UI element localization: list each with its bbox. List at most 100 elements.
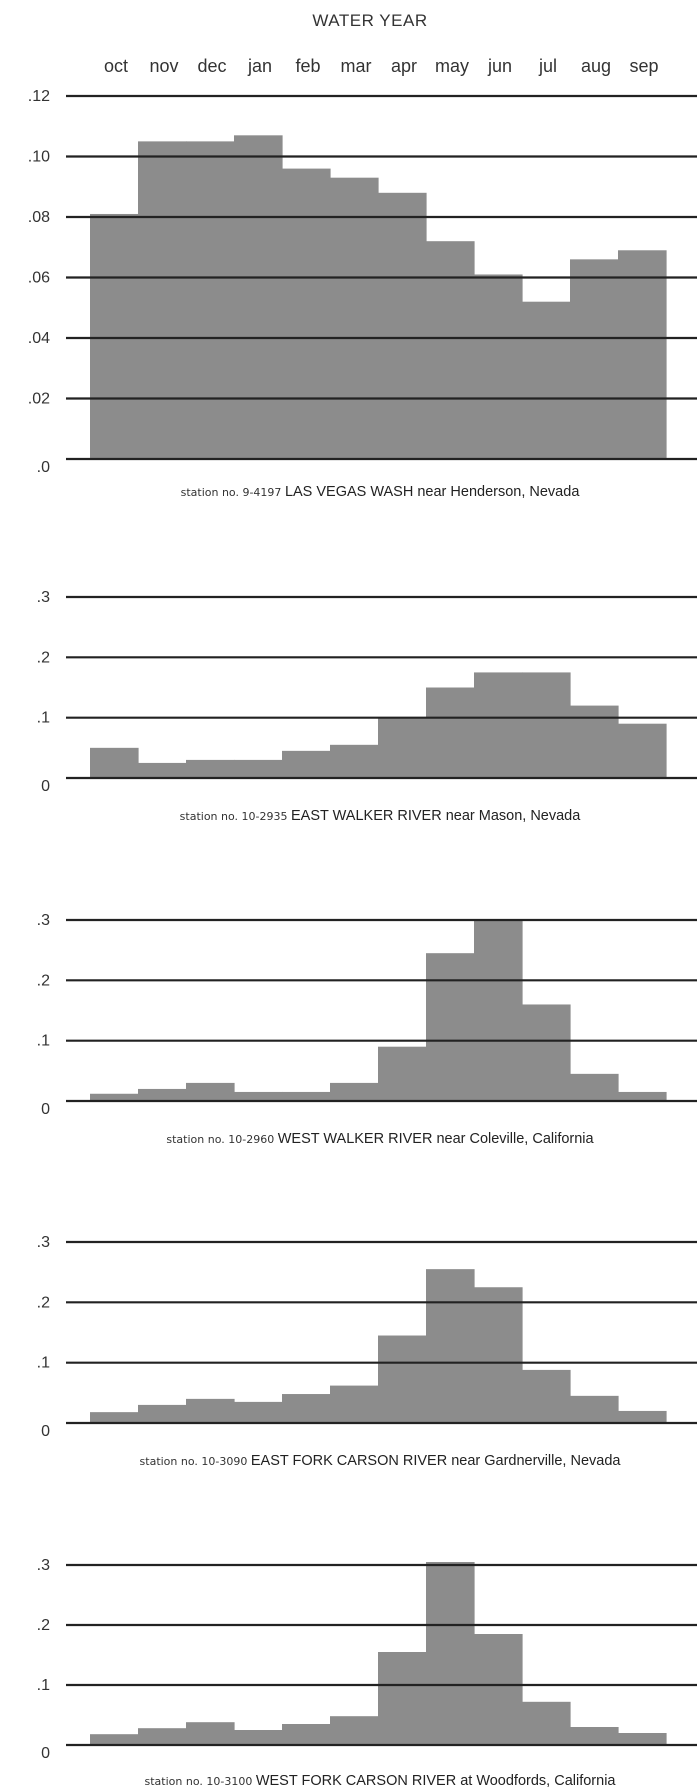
bar-jun (474, 672, 523, 778)
bar-apr (378, 1335, 427, 1423)
bar-oct (90, 1412, 139, 1423)
panel-4: 0 .1 .2 .3 station no. 10-3090 EAST FORK CAR… (37, 1234, 697, 1469)
bar-sep (618, 1410, 667, 1423)
station-name: EAST FORK CARSON RIVER near Gardnerville… (251, 1453, 622, 1469)
y-tick-label: .1 (37, 1677, 50, 1694)
station-caption: station no. 10-3100 WEST FORK CARSON RIV… (145, 1773, 617, 1789)
bar-jan (234, 759, 283, 778)
bar-dec (186, 1082, 235, 1101)
panel-3: 0 .1 .2 .3 station no. 10-2960 WEST WALKER R… (37, 912, 697, 1147)
caption-prefix: station no. (180, 810, 242, 823)
bar-jul (522, 672, 571, 778)
y-tick-labels: 0 .1 .2 .3 (37, 1557, 50, 1762)
month-label-jun: jun (487, 56, 512, 76)
y-tick-label: .3 (37, 912, 50, 929)
station-number: 10-3090 (201, 1455, 250, 1468)
station-caption: station no. 10-2935 EAST WALKER RIVER ne… (180, 808, 582, 824)
bar-jul (522, 1004, 571, 1101)
y-tick-label: .04 (28, 330, 50, 347)
month-label-oct: oct (104, 56, 128, 76)
chart-title: WATER YEAR (312, 11, 427, 30)
bar-apr (378, 1046, 427, 1101)
bar-oct (90, 1734, 139, 1745)
station-name: WEST WALKER RIVER near Coleville, Califo… (278, 1131, 595, 1147)
bars (90, 1269, 667, 1423)
y-tick-label: .3 (37, 589, 50, 606)
y-tick-labels: 0 .1 .2 .3 (37, 912, 50, 1118)
bar-apr (378, 717, 427, 778)
bars (90, 135, 667, 460)
bar-feb (282, 1724, 331, 1745)
y-tick-label: .3 (37, 1234, 50, 1251)
y-tick-labels: 0 .1 .2 .3 (37, 589, 50, 795)
bar-jun (474, 1634, 523, 1745)
bar-aug (570, 1073, 619, 1101)
bar-oct (90, 213, 139, 459)
station-number: 10-3100 (206, 1775, 255, 1788)
bar-dec (186, 1722, 235, 1745)
y-tick-label: .2 (37, 1294, 50, 1311)
bars (90, 672, 667, 778)
bar-jan (234, 1401, 283, 1423)
y-tick-labels: .0 .02 .04 .06 .08 .10 .12 (28, 88, 50, 476)
month-label-aug: aug (581, 56, 611, 76)
gridlines (66, 94, 697, 461)
bar-mar (330, 744, 379, 778)
y-tick-label: .2 (37, 1617, 50, 1634)
station-caption: station no. 10-2960 WEST WALKER RIVER ne… (166, 1131, 594, 1147)
caption-prefix: station no. (145, 1775, 207, 1788)
bars (90, 920, 667, 1101)
caption-prefix: station no. (181, 486, 243, 499)
bar-mar (330, 1082, 379, 1101)
bar-nov (138, 1088, 187, 1101)
bar-jul (522, 1701, 571, 1745)
bar-feb (282, 168, 331, 459)
bar-aug (570, 1395, 619, 1423)
y-tick-label: 0 (41, 1745, 50, 1762)
bars (90, 1562, 667, 1745)
panel-5: 0 .1 .2 .3 station no. 10-3100 WEST FORK CAR… (37, 1557, 697, 1789)
bar-feb (282, 1394, 331, 1423)
y-tick-label: 0 (41, 778, 50, 795)
station-caption: station no. 9-4197 LAS VEGAS WASH near H… (181, 484, 581, 500)
y-tick-label: .06 (28, 270, 50, 287)
bar-dec (186, 759, 235, 778)
bar-may (426, 1562, 475, 1745)
bar-jan (234, 1091, 283, 1101)
gridlines (66, 595, 697, 780)
month-label-feb: feb (295, 56, 320, 76)
bar-sep (618, 723, 667, 778)
y-tick-label: .1 (37, 1033, 50, 1050)
bar-feb (282, 1091, 331, 1101)
bar-sep (618, 250, 667, 459)
y-tick-label: .10 (28, 149, 50, 166)
month-label-mar: mar (341, 56, 372, 76)
y-tick-label: .3 (37, 1557, 50, 1574)
month-label-nov: nov (149, 56, 178, 76)
station-number: 9-4197 (242, 486, 284, 499)
bar-aug (570, 1727, 619, 1745)
month-labels: oct nov dec jan feb mar apr may jun jul aug sep (104, 56, 659, 76)
gridlines (66, 1563, 697, 1747)
bar-mar (330, 177, 379, 460)
bar-oct (90, 747, 139, 778)
bar-sep (618, 1733, 667, 1745)
caption-prefix: station no. (140, 1455, 202, 1468)
bar-sep (618, 1091, 667, 1101)
y-tick-label: .1 (37, 710, 50, 727)
y-tick-label: .1 (37, 1355, 50, 1372)
month-label-jul: jul (538, 56, 557, 76)
bar-mar (330, 1385, 379, 1423)
panel-1: .0 .02 .04 .06 .08 .10 .12 station no. 9-4197 L… (28, 88, 697, 500)
bar-nov (138, 1728, 187, 1745)
bar-may (426, 241, 475, 459)
bar-nov (138, 762, 187, 778)
bar-dec (186, 1398, 235, 1423)
bar-apr (378, 192, 427, 460)
bar-feb (282, 750, 331, 778)
month-label-sep: sep (629, 56, 658, 76)
month-label-may: may (435, 56, 469, 76)
station-caption: station no. 10-3090 EAST FORK CARSON RIV… (140, 1453, 622, 1469)
